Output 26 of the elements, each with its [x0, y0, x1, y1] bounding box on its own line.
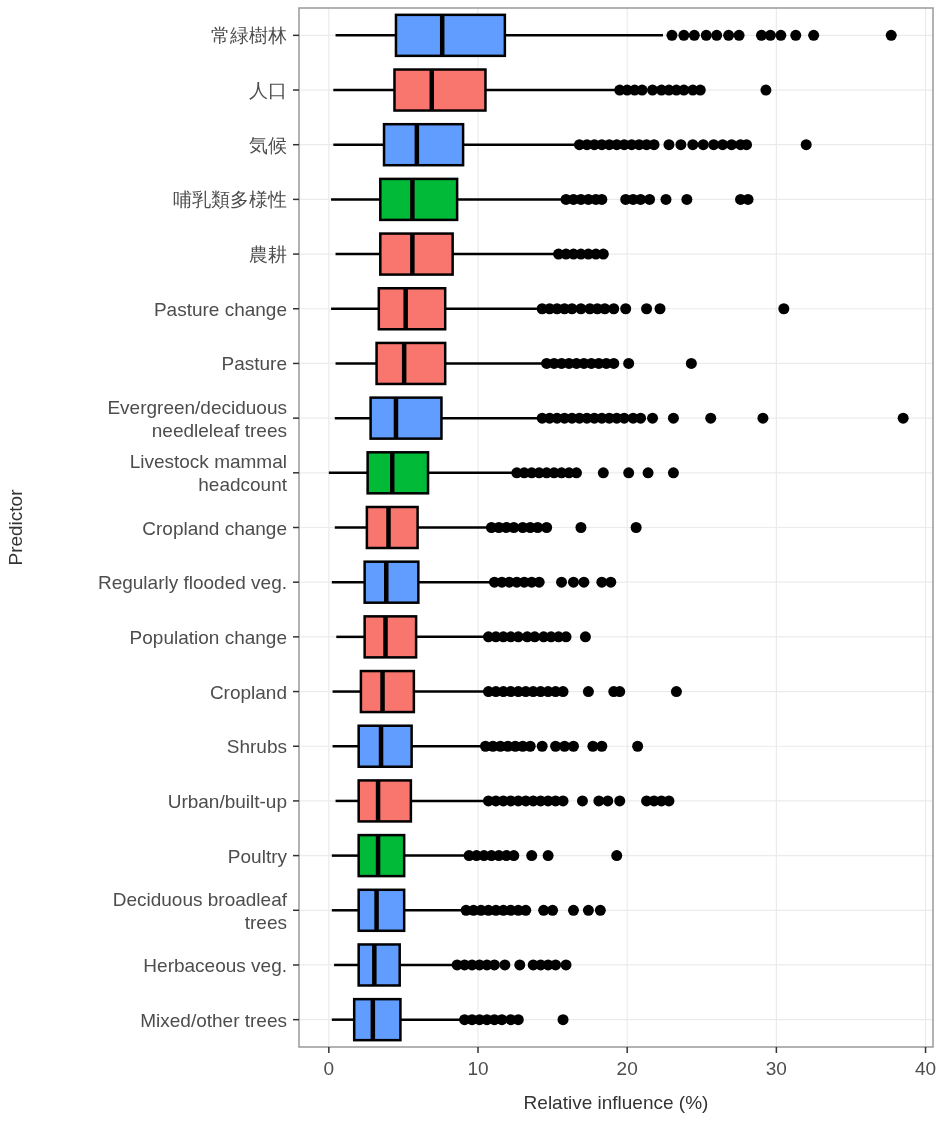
y-tick-label: Herbaceous veg. [143, 954, 287, 976]
y-tick-label: 哺乳類多様性 [173, 189, 287, 211]
x-axis-title: Relative influence (%) [523, 1092, 709, 1113]
y-tick-label: Deciduous broadleaf trees [112, 888, 288, 933]
x-tick-label: 20 [616, 1058, 638, 1079]
y-tick-label: Regularly flooded veg. [97, 572, 287, 594]
x-tick-label: 10 [467, 1058, 489, 1079]
y-tick-label: 常緑樹林 [211, 25, 287, 47]
y-axis-title: Predictor [5, 488, 26, 566]
y-tick-label: 農耕 [249, 244, 287, 266]
y-tick-label: Population change [129, 626, 287, 648]
x-tick-label: 40 [914, 1058, 937, 1079]
y-tick-label: Pasture [221, 353, 287, 375]
y-tick-label: Pasture change [153, 298, 287, 320]
y-tick-label: Livestock mammal headcount [129, 451, 288, 496]
x-tick-label: 30 [765, 1058, 787, 1079]
y-tick-label: Urban/built-up [167, 790, 287, 812]
x-tick-label: 0 [323, 1058, 335, 1079]
y-tick-label: Cropland change [142, 517, 287, 539]
y-tick-label: 人口 [249, 80, 287, 102]
y-tick-label: Poultry [227, 845, 288, 867]
y-tick-label: Shrubs [226, 736, 287, 758]
y-tick-label: 気候 [249, 134, 287, 156]
y-tick-label: Cropland [209, 681, 287, 703]
y-tick-label: Evergreen/deciduous needleleaf trees [107, 396, 287, 441]
y-tick-label: Mixed/other trees [140, 1009, 287, 1031]
